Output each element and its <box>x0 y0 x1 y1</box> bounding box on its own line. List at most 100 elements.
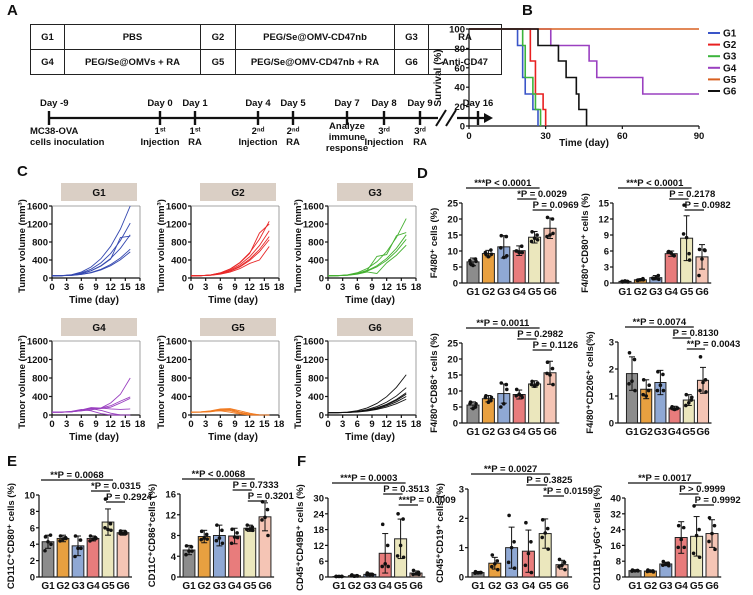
p-value-label: P = 0.0969 <box>533 200 579 211</box>
y-tick-label: 40 <box>454 83 465 94</box>
x-tick-label: G3 <box>497 427 511 438</box>
group-title-box <box>200 183 276 201</box>
group-treatment: PEG/Se@OMVs + RA <box>64 49 201 75</box>
x-axis-label: Time (day) <box>69 295 119 306</box>
data-point <box>656 369 660 374</box>
data-point <box>411 572 415 577</box>
data-point <box>473 571 477 575</box>
data-point <box>417 572 421 577</box>
y-axis-label: CD45⁺CD19⁺ cells (%) <box>435 483 446 583</box>
data-point <box>266 533 270 538</box>
x-tick-label: G1 <box>332 581 346 592</box>
x-tick-label: 9 <box>369 282 374 293</box>
data-point <box>546 547 550 551</box>
x-tick-label: 6 <box>218 419 223 430</box>
data-point <box>562 560 567 565</box>
data-point <box>682 545 686 550</box>
x-tick-label: 0 <box>49 282 54 293</box>
data-point <box>78 538 83 542</box>
data-point <box>713 547 717 552</box>
tumor-growth-curve <box>51 222 131 277</box>
data-point <box>202 536 206 540</box>
data-point <box>505 254 509 258</box>
x-tick-label: G2 <box>482 287 496 298</box>
y-tick-label: 10 <box>24 491 35 502</box>
tumor-growth-curve <box>327 218 407 277</box>
data-point <box>519 244 524 248</box>
data-point <box>681 232 686 236</box>
data-point <box>520 250 524 255</box>
tumor-growth-curve <box>51 248 131 277</box>
x-tick-label: G3 <box>654 427 668 438</box>
y-axis-label: CD11C⁺CD86⁺cells (%) <box>147 484 158 587</box>
data-point <box>355 574 360 578</box>
x-axis-label: Time (day) <box>208 295 258 306</box>
timeline-event-label: Injection <box>140 137 179 148</box>
data-point <box>471 263 475 268</box>
data-point <box>235 531 239 535</box>
data-point <box>701 380 705 385</box>
data-point <box>635 278 640 283</box>
p-value-label: P = 0.8130 <box>673 328 719 339</box>
x-tick-label: 15 <box>259 419 270 430</box>
p-value-label: **P = 0.0017 <box>638 473 691 484</box>
tumor-growth-curve <box>327 244 407 277</box>
data-point <box>641 378 646 382</box>
x-tick-label: 0 <box>188 282 193 293</box>
x-tick-label: 12 <box>105 419 116 430</box>
bar-g4 <box>86 537 100 578</box>
x-tick-label: G6 <box>543 427 557 438</box>
data-point <box>630 569 634 573</box>
data-point <box>48 533 53 537</box>
p-value-label: ***P < 0.0001 <box>626 178 684 189</box>
data-point <box>545 234 549 239</box>
x-tick-label: G1 <box>466 427 480 438</box>
data-point <box>199 529 204 534</box>
data-point <box>103 497 108 501</box>
y-tick-label: 1600 <box>27 202 48 213</box>
x-tick-label: G6 <box>695 287 709 298</box>
y-tick-label: 12 <box>313 541 324 552</box>
timeline-event-label: cells inoculation <box>30 137 105 148</box>
data-point <box>698 355 703 359</box>
y-tick-label: 2 <box>609 365 614 376</box>
x-tick-label: G5 <box>528 287 542 298</box>
tumor-growth-curve <box>327 398 407 414</box>
data-point <box>532 384 537 389</box>
data-point <box>704 390 708 394</box>
axis-break-mark <box>435 109 447 127</box>
x-tick-label: 6 <box>355 419 360 430</box>
data-point <box>509 545 514 550</box>
group-id: G1 <box>30 24 65 50</box>
data-point <box>626 280 630 284</box>
y-tick-label: 0 <box>604 279 609 290</box>
data-point <box>108 521 113 526</box>
data-point <box>557 564 561 569</box>
data-point <box>474 402 478 406</box>
y-tick-label: 20 <box>454 102 465 113</box>
legend-label: G3 <box>723 52 737 63</box>
x-tick-label: G5 <box>394 581 408 592</box>
y-axis-label: Tumor volume (mm³) <box>17 335 28 429</box>
y-tick-label: 0 <box>182 274 187 285</box>
y-tick-label: 2 <box>30 556 35 567</box>
x-tick-label: 12 <box>381 419 392 430</box>
group-title-box <box>200 318 276 336</box>
group-title: G3 <box>368 188 382 199</box>
x-tick-label: G1 <box>471 581 485 592</box>
data-point <box>514 249 518 253</box>
data-point <box>658 383 663 388</box>
y-tick-label: 10 <box>447 387 458 398</box>
timeline-day-label: Day 4 <box>245 98 271 109</box>
data-point <box>214 538 219 543</box>
data-point <box>694 533 699 538</box>
p-value-label: P = 0.7333 <box>233 480 279 491</box>
legend-label: G2 <box>723 40 737 51</box>
data-point <box>502 255 506 260</box>
data-point <box>682 203 686 207</box>
y-axis-label: Tumor volume (mm³) <box>293 335 304 429</box>
data-point <box>504 234 509 239</box>
x-tick-label: 6 <box>79 419 84 430</box>
